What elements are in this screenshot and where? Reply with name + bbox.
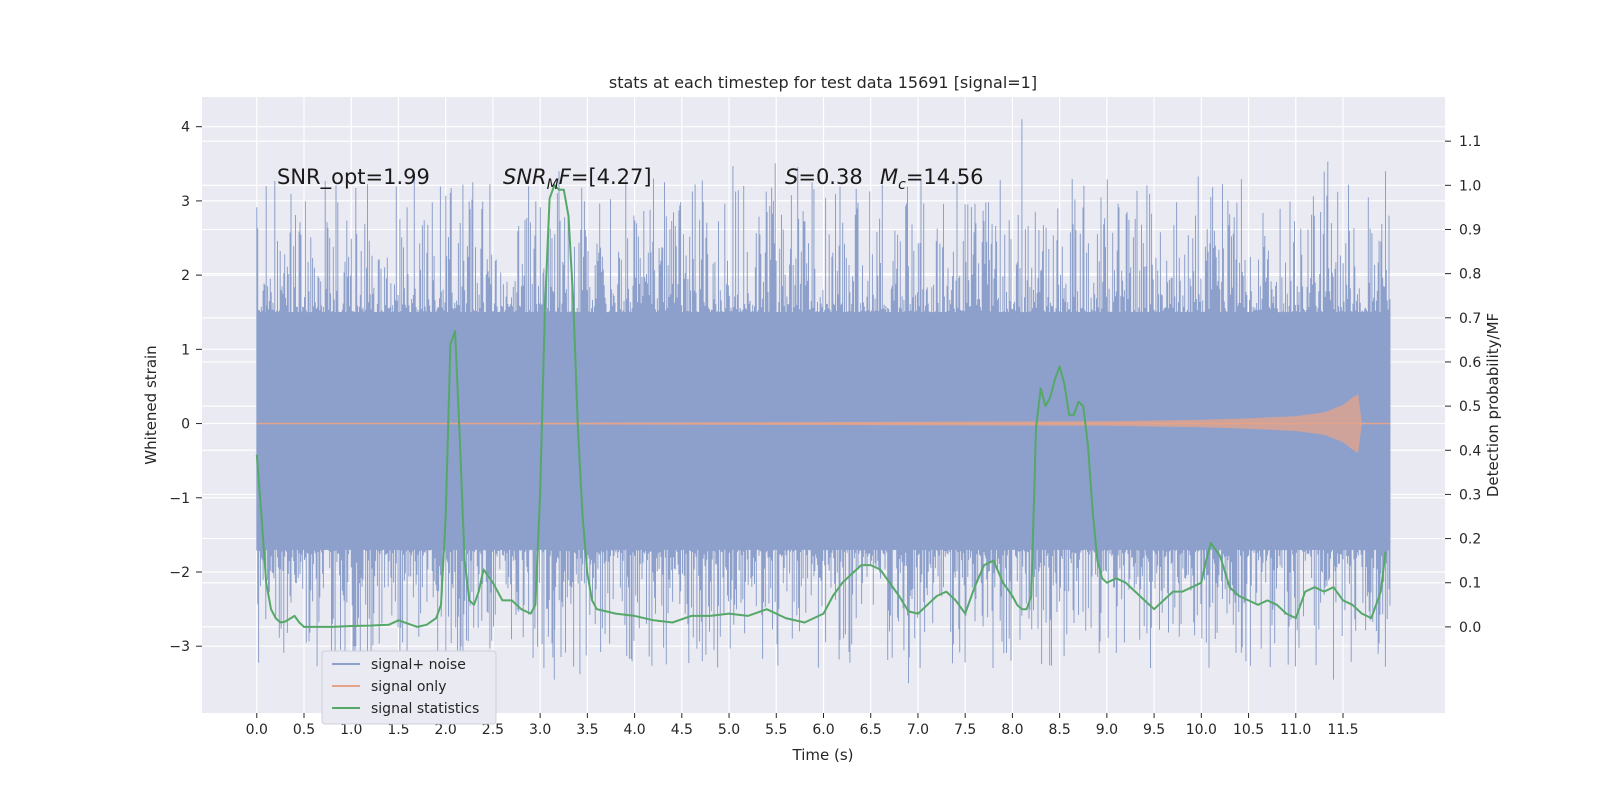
y-right-tick-label: 0.5: [1459, 399, 1481, 415]
y-right-tick-label: 0.7: [1459, 311, 1481, 327]
y-right-tick-label: 0.4: [1459, 443, 1481, 459]
x-axis-title: Time (s): [792, 746, 854, 764]
annotation-snr-mf: SNRMF=[4.27]: [503, 165, 652, 193]
x-tick-label: 3.5: [576, 722, 598, 738]
y-right-tick-label: 1.0: [1459, 178, 1481, 194]
chart-title: stats at each timestep for test data 156…: [609, 73, 1037, 92]
x-tick-label: 10.5: [1233, 722, 1264, 738]
x-tick-label: 4.0: [623, 722, 645, 738]
x-tick-label: 8.0: [1001, 722, 1023, 738]
annotation-mc-value: Mc=14.56: [880, 165, 984, 193]
x-tick-label: 3.0: [529, 722, 551, 738]
series-signal-statistics: [255, 184, 1387, 628]
legend-label-signal-only: signal only: [371, 679, 446, 695]
x-tick-label: 0.0: [246, 722, 268, 738]
y-right-tick-label: 0.3: [1459, 487, 1481, 503]
y-right-tick-label: 0.1: [1459, 576, 1481, 592]
y-tick-label: −3: [169, 639, 190, 655]
y-axis-right-title: Detection probability/MF: [1484, 313, 1502, 497]
annotations: SNR_opt=1.99 SNRMF=[4.27] S=0.38 Mc=14.5…: [277, 165, 984, 193]
x-tick-label: 10.0: [1186, 722, 1217, 738]
x-tick-label: 4.5: [671, 722, 693, 738]
x-tick-label: 1.0: [340, 722, 362, 738]
y-tick-label: 2: [181, 268, 190, 284]
y-tick-label: 3: [181, 194, 190, 210]
y-right-tick-label: 1.1: [1459, 134, 1481, 150]
y-right-tick-label: 0.0: [1459, 620, 1481, 636]
x-tick-label: 2.0: [435, 722, 457, 738]
y-right-tick-label: 0.8: [1459, 267, 1481, 283]
axes-layer: 0.0 0.5 1.0 1.5 2.0 2.5 3.0 3.5 4.0 4.5 5.0 5.5 6.0 6…: [169, 120, 1481, 738]
y-tick-label: 1: [181, 342, 190, 358]
y-tick-label: 0: [181, 417, 190, 433]
y-tick-label: 4: [181, 120, 190, 136]
x-tick-label: 6.5: [860, 722, 882, 738]
annotation-snr-opt: SNR_opt=1.99: [277, 165, 430, 190]
y-tick-label: −2: [169, 565, 190, 581]
x-tick-label: 8.5: [1048, 722, 1070, 738]
annotation-s-value: S=0.38: [785, 165, 863, 189]
legend: signal+ noise signal only signal statist…: [321, 650, 497, 725]
x-tick-label: 7.0: [907, 722, 929, 738]
x-tick-label: 6.0: [812, 722, 834, 738]
y-right-tick-label: 0.2: [1459, 532, 1481, 548]
x-tick-label: 9.5: [1143, 722, 1165, 738]
legend-label-signal-statistics: signal statistics: [371, 701, 479, 717]
x-tick-label: 5.5: [765, 722, 787, 738]
legend-label-signal-noise: signal+ noise: [371, 657, 466, 673]
series-layer: [255, 119, 1391, 684]
x-tick-label: 5.0: [718, 722, 740, 738]
x-tick-label: 11.5: [1327, 722, 1358, 738]
x-tick-label: 11.0: [1280, 722, 1311, 738]
y-tick-label: −1: [169, 491, 190, 507]
y-right-tick-label: 0.6: [1459, 355, 1481, 371]
x-tick-label: 2.5: [482, 722, 504, 738]
x-tick-label: 0.5: [293, 722, 315, 738]
x-tick-label: 1.5: [387, 722, 409, 738]
y-axis-title: Whitened strain: [142, 345, 160, 464]
x-tick-label: 9.0: [1096, 722, 1118, 738]
x-tick-label: 7.5: [954, 722, 976, 738]
legend-box: [321, 650, 497, 725]
y-right-tick-label: 0.9: [1459, 222, 1481, 238]
